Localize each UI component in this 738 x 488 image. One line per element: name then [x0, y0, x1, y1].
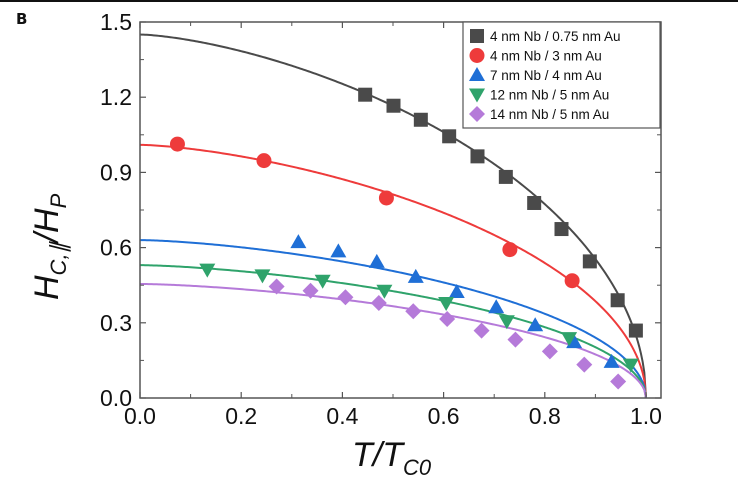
x-axis-label: T/TC0	[352, 436, 432, 480]
data-point	[314, 274, 331, 289]
x-tick-label: 0.8	[529, 403, 561, 429]
y-tick-label: 1.5	[100, 9, 132, 35]
x-tick-label: 0.6	[428, 403, 460, 429]
y-axis-label-main2: H	[28, 208, 66, 233]
data-point	[405, 303, 422, 320]
data-point	[378, 190, 394, 206]
data-point	[370, 294, 387, 311]
data-points	[169, 87, 643, 390]
legend-entry: 4 nm Nb / 3 nm Au	[490, 49, 602, 64]
x-axis-label-sub: C0	[403, 455, 432, 480]
data-point	[488, 299, 505, 314]
legend-entry: 7 nm Nb / 4 nm Au	[490, 68, 602, 83]
legend-entry: 12 nm Nb / 5 nm Au	[490, 88, 609, 103]
data-point	[498, 169, 513, 184]
data-point	[439, 311, 456, 328]
legend-marker	[469, 48, 485, 63]
data-point	[199, 263, 216, 278]
x-axis-label-main: T/T	[352, 436, 405, 474]
x-tick-label: 0.4	[326, 403, 358, 429]
x-tick-label: 1.0	[630, 403, 662, 429]
data-point	[622, 358, 639, 373]
data-point	[498, 315, 515, 330]
data-point	[376, 284, 393, 299]
y-tick-label: 0.6	[100, 235, 132, 261]
data-point	[290, 234, 307, 249]
y-axis-label-main: H	[28, 275, 66, 300]
data-point	[386, 98, 401, 113]
legend-entry: 14 nm Nb / 5 nm Au	[490, 107, 609, 122]
y-axis-label-sub: C,∥	[46, 240, 71, 275]
legend-box	[462, 21, 661, 129]
y-axis-label: HC,∥/HP	[28, 193, 71, 300]
y-tick-label: 0.3	[100, 310, 132, 336]
legend-entry: 4 nm Nb / 0.75 nm Au	[490, 29, 621, 44]
data-point	[566, 334, 583, 349]
data-point	[507, 331, 524, 348]
legend-marker	[469, 67, 485, 81]
data-point	[502, 242, 518, 258]
data-point	[554, 222, 569, 237]
y-tick-label: 0.9	[100, 159, 132, 185]
panel-label: B	[16, 10, 28, 28]
legend: 4 nm Nb / 0.75 nm Au 4 nm Nb / 3 nm Au 7 n…	[462, 21, 661, 129]
data-point	[527, 195, 542, 210]
data-point	[169, 136, 185, 152]
fit-curve	[139, 282, 647, 399]
data-point	[628, 323, 643, 338]
legend-marker	[470, 29, 484, 43]
data-point	[438, 296, 455, 311]
data-point	[610, 293, 625, 308]
data-point	[407, 268, 424, 283]
legend-marker	[469, 88, 485, 103]
data-point	[442, 129, 457, 144]
x-tick-label: 0.0	[124, 403, 156, 429]
data-point	[268, 278, 285, 295]
top-border	[0, 0, 738, 2]
data-point	[358, 87, 373, 102]
data-point	[413, 112, 428, 127]
data-point	[302, 282, 319, 299]
data-point	[541, 343, 558, 360]
data-point	[337, 289, 354, 306]
data-point	[256, 153, 272, 169]
fit-curve	[139, 239, 647, 399]
data-point	[603, 353, 620, 368]
y-tick-label: 1.2	[100, 84, 132, 110]
data-point	[368, 253, 385, 268]
data-point	[254, 269, 271, 284]
x-tick-label: 0.2	[225, 403, 257, 429]
data-point	[564, 273, 580, 289]
y-tick-label: 0.0	[100, 385, 132, 411]
data-point	[576, 356, 593, 373]
data-point	[448, 283, 465, 298]
axis-ticks: 0.0 0.2 0.4 0.6 0.8 1.0 0.0 0.3 0.6 0.9 1.2 1.5	[100, 9, 662, 429]
y-axis-label-sep: /	[28, 229, 66, 244]
data-point	[561, 332, 578, 347]
data-point	[330, 243, 347, 258]
data-point	[527, 317, 544, 332]
data-point	[610, 373, 627, 390]
data-point	[582, 254, 597, 269]
data-point	[473, 322, 490, 339]
data-point	[470, 149, 485, 164]
legend-marker	[469, 106, 485, 122]
y-axis-label-sub2: P	[46, 193, 71, 208]
